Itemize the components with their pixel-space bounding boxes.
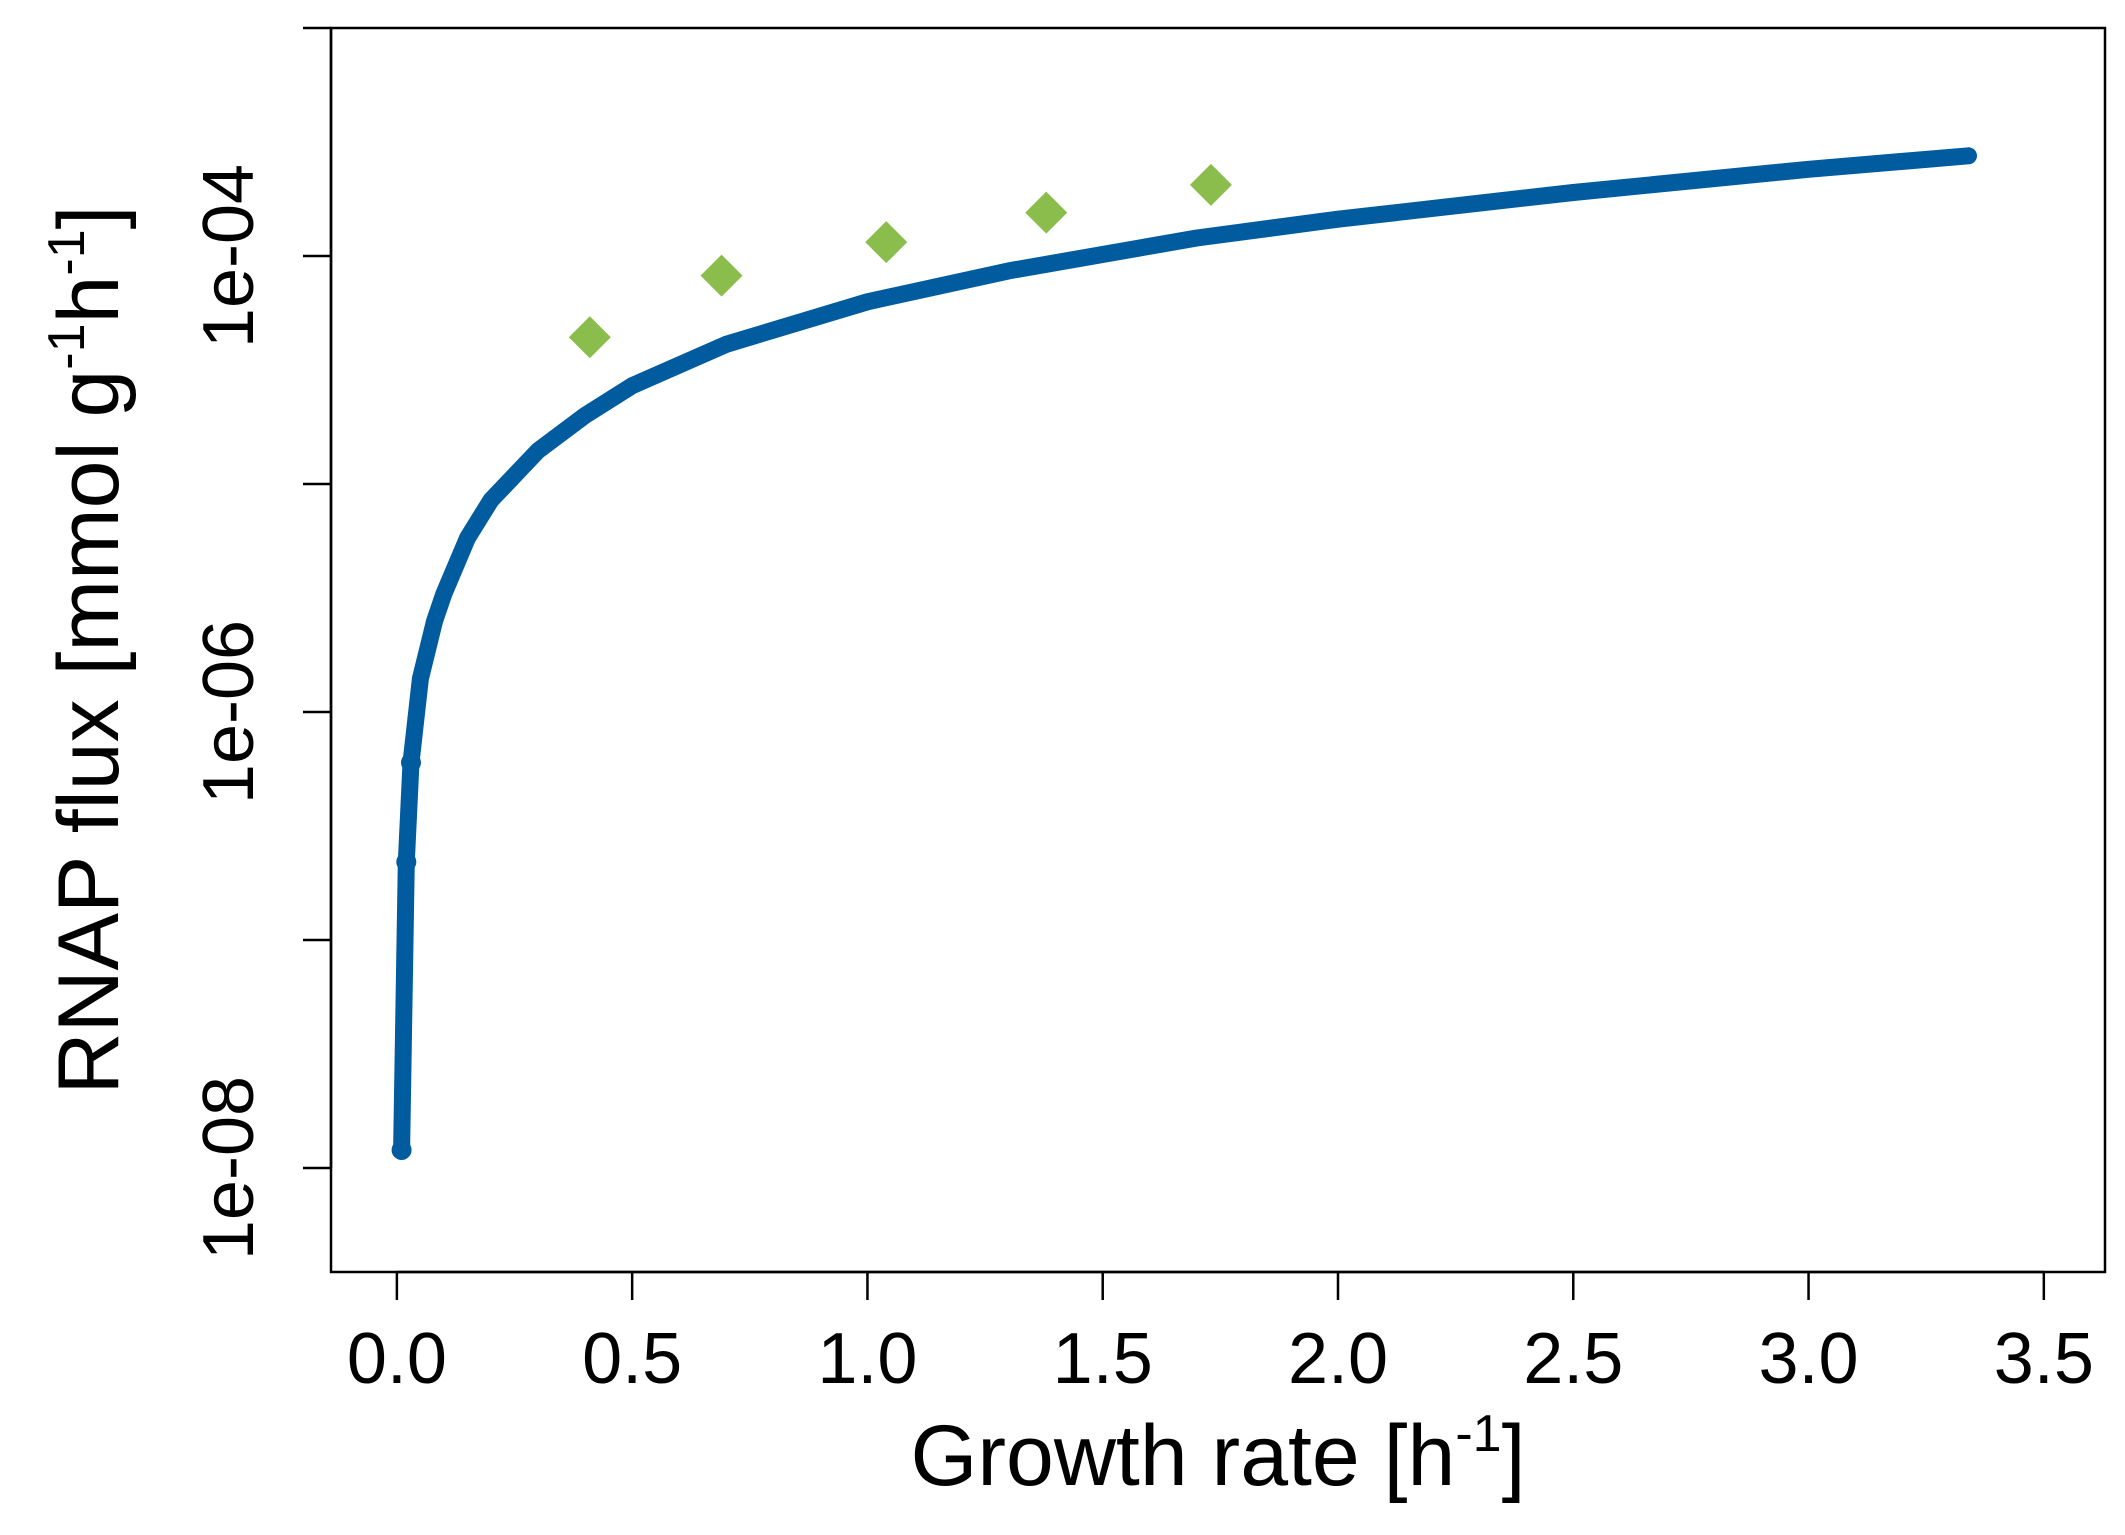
x-axis: 0.0 0.5 1.0 1.5 2.0 2.5 3.0 3.5 — [347, 1270, 2094, 1399]
x-tick-label: 0.0 — [347, 1319, 447, 1399]
plot-frame — [329, 26, 2107, 1274]
x-tick-label: 2.0 — [1288, 1319, 1388, 1399]
y-axis: 1e-08 1e-06 1e-04 — [189, 26, 333, 1260]
measured-point — [568, 316, 611, 359]
model-point — [396, 851, 417, 872]
x-tick-label: 1.5 — [1053, 1319, 1153, 1399]
y-axis-title: RNAP flux [mmol g-1h-1] — [38, 205, 137, 1094]
y-tick-label: 1e-04 — [189, 164, 269, 348]
y-tick-label: 1e-06 — [189, 620, 269, 804]
measured-point — [1189, 163, 1232, 206]
measured-point — [865, 221, 908, 264]
y-tick-label: 1e-08 — [189, 1076, 269, 1260]
x-tick-label: 0.5 — [582, 1319, 682, 1399]
measured-point — [1025, 191, 1068, 234]
model-curve — [393, 147, 1977, 1159]
x-tick-label: 1.0 — [817, 1319, 917, 1399]
model-point — [391, 1139, 412, 1160]
x-tick-label: 2.5 — [1523, 1319, 1623, 1399]
measured-point — [700, 254, 743, 297]
model-point — [400, 752, 421, 773]
x-tick-label: 3.0 — [1759, 1319, 1859, 1399]
x-axis-title: Growth rate [h-1] — [910, 1405, 1525, 1504]
x-tick-label: 3.5 — [1994, 1319, 2094, 1399]
series-layer — [391, 147, 1977, 1160]
